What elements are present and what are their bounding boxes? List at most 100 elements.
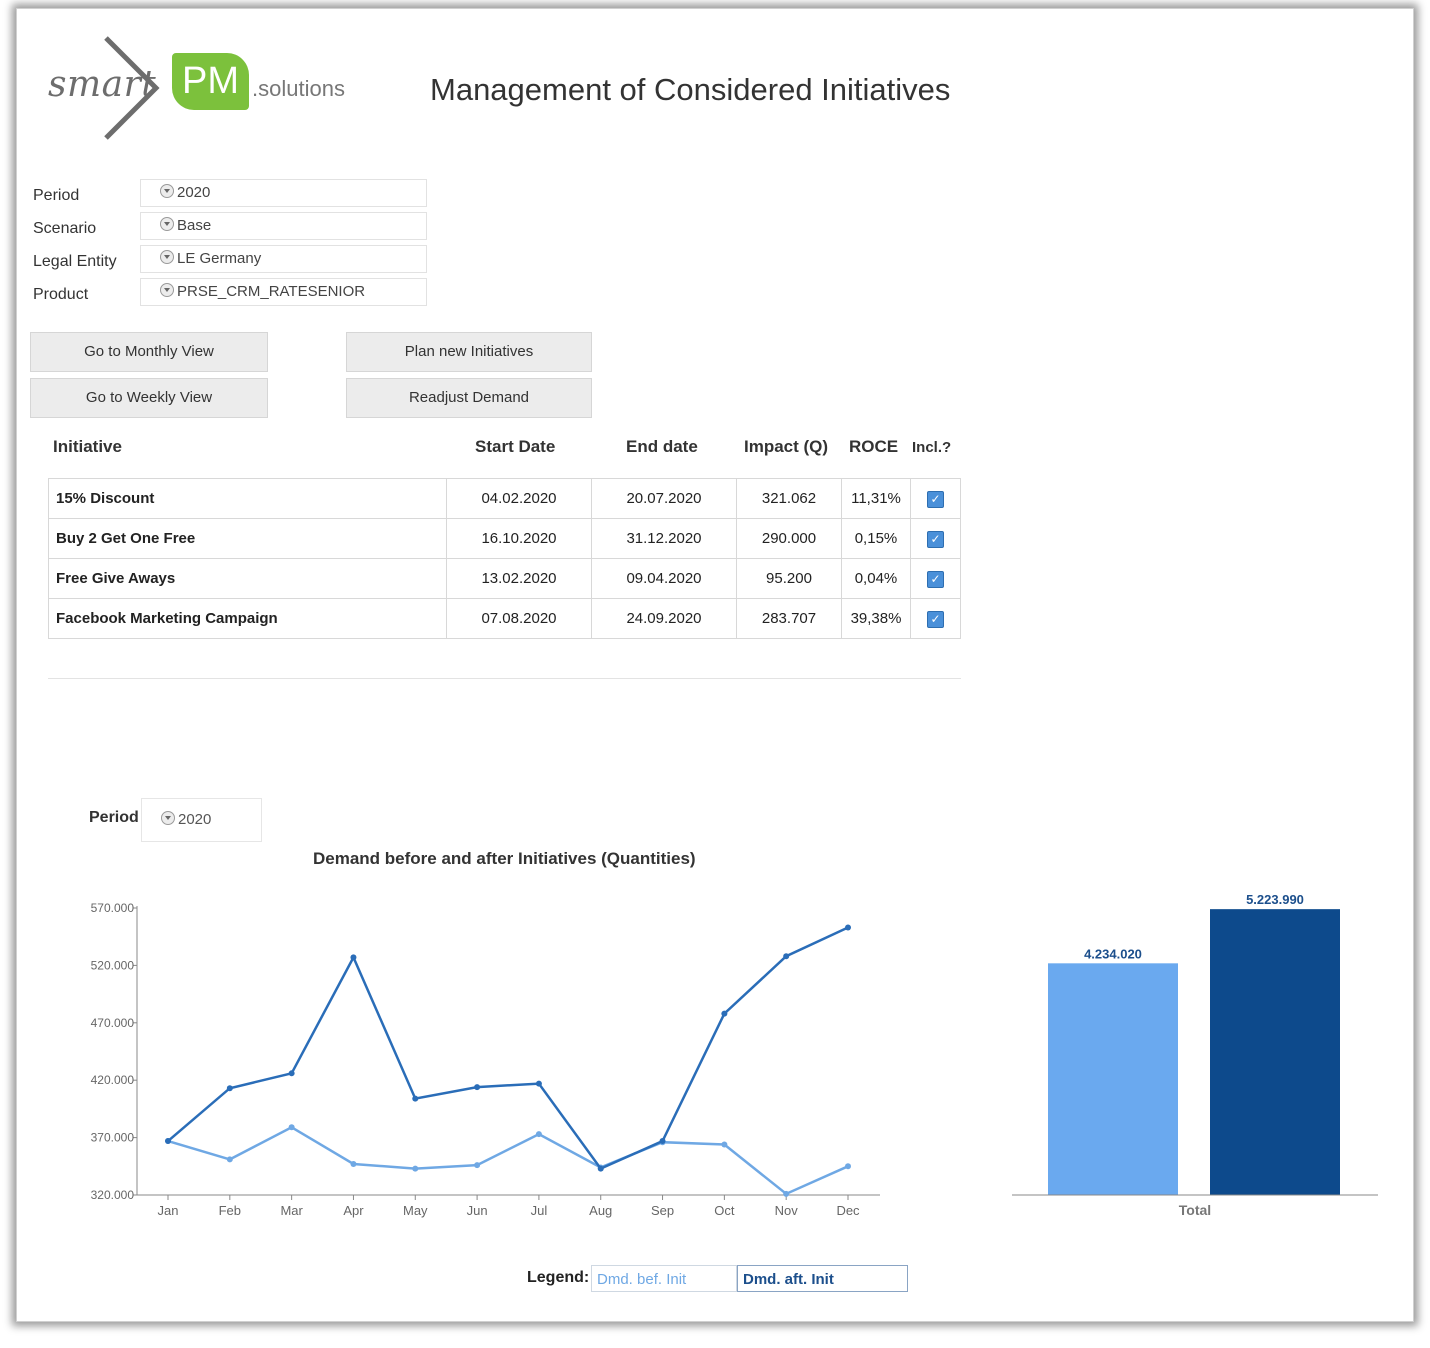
data-point	[288, 1070, 295, 1077]
series-line-after	[167, 926, 849, 1171]
data-point	[721, 1010, 728, 1017]
chart-title: Demand before and after Initiatives (Qua…	[313, 849, 696, 868]
total-bar-after	[1210, 909, 1340, 1195]
data-point	[535, 1080, 542, 1087]
start-date: 04.02.2020	[446, 478, 592, 519]
x-tick-label: Jun	[467, 1203, 488, 1218]
bar-value-label: 4.234.020	[1084, 946, 1142, 961]
data-point	[783, 953, 790, 960]
data-point	[226, 1156, 233, 1163]
logo-solutions-text: .solutions	[252, 76, 345, 101]
x-tick-label: Apr	[343, 1203, 364, 1218]
dropdown-icon	[160, 184, 174, 198]
x-tick-label: Jul	[531, 1203, 548, 1218]
table-row[interactable]: Free Give Aways 13.02.2020 09.04.2020 95…	[48, 558, 961, 599]
logo-pm-badge: PM	[172, 53, 249, 110]
initiative-name: 15% Discount	[48, 478, 447, 519]
product-value: PRSE_CRM_RATESENIOR	[177, 283, 366, 300]
line-chart: 320.000 370.000 420.000 470.000 520.000 570.0…	[91, 901, 880, 1218]
data-point	[350, 1161, 357, 1168]
product-select[interactable]: PRSE_CRM_RATESENIOR	[140, 278, 427, 306]
initiative-name: Free Give Aways	[48, 558, 447, 599]
chart-period-select[interactable]: 2020	[141, 798, 262, 842]
end-date: 24.09.2020	[591, 598, 737, 639]
section-divider	[48, 678, 961, 679]
impact-value: 290.000	[736, 518, 842, 559]
product-label: Product	[33, 286, 89, 303]
include-cell: ✓	[910, 518, 961, 559]
dropdown-icon	[160, 283, 174, 297]
data-point	[721, 1141, 728, 1148]
end-date: 09.04.2020	[591, 558, 737, 599]
data-point	[474, 1162, 481, 1169]
column-header-roce: ROCE	[849, 437, 899, 456]
chart-period-label: Period	[89, 809, 139, 826]
column-header-end-date: End date	[626, 437, 698, 456]
monthly-view-button[interactable]: Go to Monthly View	[30, 332, 268, 372]
x-tick-label: Oct	[714, 1203, 735, 1218]
data-point	[412, 1095, 419, 1102]
x-tick-label: Mar	[280, 1203, 303, 1218]
include-checkbox[interactable]: ✓	[927, 490, 944, 508]
data-point	[288, 1124, 295, 1131]
data-point	[350, 954, 357, 961]
data-point	[597, 1165, 604, 1172]
y-tick-label: 320.000	[91, 1188, 135, 1202]
period-select[interactable]: 2020	[140, 179, 427, 207]
end-date: 20.07.2020	[591, 478, 737, 519]
chart-period-value: 2020	[178, 811, 212, 828]
x-tick-label: Aug	[589, 1203, 612, 1218]
scenario-select[interactable]: Base	[140, 212, 427, 240]
total-bar-chart: 4.234.020 5.223.990 Total	[1012, 892, 1378, 1218]
page-title: Management of Considered Initiatives	[430, 72, 951, 107]
include-cell: ✓	[910, 558, 961, 599]
roce-value: 0,04%	[841, 558, 911, 599]
x-tick-label: Feb	[219, 1203, 241, 1218]
start-date: 16.10.2020	[446, 518, 592, 559]
bar-category-label: Total	[1179, 1202, 1211, 1218]
legend-before-item: Dmd. bef. Init	[591, 1265, 737, 1292]
plan-initiatives-button[interactable]: Plan new Initiatives	[346, 332, 592, 372]
end-date: 31.12.2020	[591, 518, 737, 559]
y-tick-label: 420.000	[91, 1073, 135, 1087]
data-point	[659, 1138, 666, 1145]
data-point	[412, 1165, 419, 1172]
include-checkbox[interactable]: ✓	[927, 570, 944, 588]
y-tick-label: 470.000	[91, 1016, 135, 1030]
legal-entity-label: Legal Entity	[33, 253, 117, 270]
column-header-impact: Impact (Q)	[744, 437, 829, 456]
series-line-before	[167, 1125, 849, 1196]
period-label: Period	[33, 187, 80, 204]
include-cell: ✓	[910, 478, 961, 519]
initiatives-table: 15% Discount 04.02.2020 20.07.2020 321.0…	[48, 478, 961, 639]
weekly-view-button[interactable]: Go to Weekly View	[30, 378, 268, 418]
x-tick-label: Jan	[158, 1203, 179, 1218]
column-header-initiative: Initiative	[53, 437, 122, 456]
legend-after-item: Dmd. aft. Init	[737, 1265, 908, 1292]
include-checkbox[interactable]: ✓	[927, 610, 944, 628]
scenario-label: Scenario	[33, 220, 97, 237]
data-point	[165, 1138, 171, 1145]
data-point	[845, 924, 851, 931]
legal-entity-value: LE Germany	[177, 250, 262, 267]
data-point	[226, 1085, 233, 1092]
total-bar-before	[1048, 963, 1178, 1195]
table-row[interactable]: Buy 2 Get One Free 16.10.2020 31.12.2020…	[48, 518, 961, 559]
logo-chevron-icon	[104, 36, 160, 140]
table-row[interactable]: 15% Discount 04.02.2020 20.07.2020 321.0…	[48, 478, 961, 519]
include-checkbox[interactable]: ✓	[927, 530, 944, 548]
period-value: 2020	[177, 184, 211, 201]
impact-value: 95.200	[736, 558, 842, 599]
y-tick-label: 520.000	[91, 958, 135, 972]
bar-value-label: 5.223.990	[1246, 892, 1304, 907]
y-tick-label: 570.000	[91, 901, 135, 915]
x-tick-label: Dec	[836, 1203, 860, 1218]
data-point	[535, 1131, 542, 1138]
legal-entity-select[interactable]: LE Germany	[140, 245, 427, 273]
x-tick-label: May	[403, 1203, 428, 1218]
readjust-demand-button[interactable]: Readjust Demand	[346, 378, 592, 418]
table-row[interactable]: Facebook Marketing Campaign 07.08.2020 2…	[48, 598, 961, 639]
y-tick-label: 370.000	[91, 1131, 135, 1145]
include-cell: ✓	[910, 598, 961, 639]
roce-value: 39,38%	[841, 598, 911, 639]
